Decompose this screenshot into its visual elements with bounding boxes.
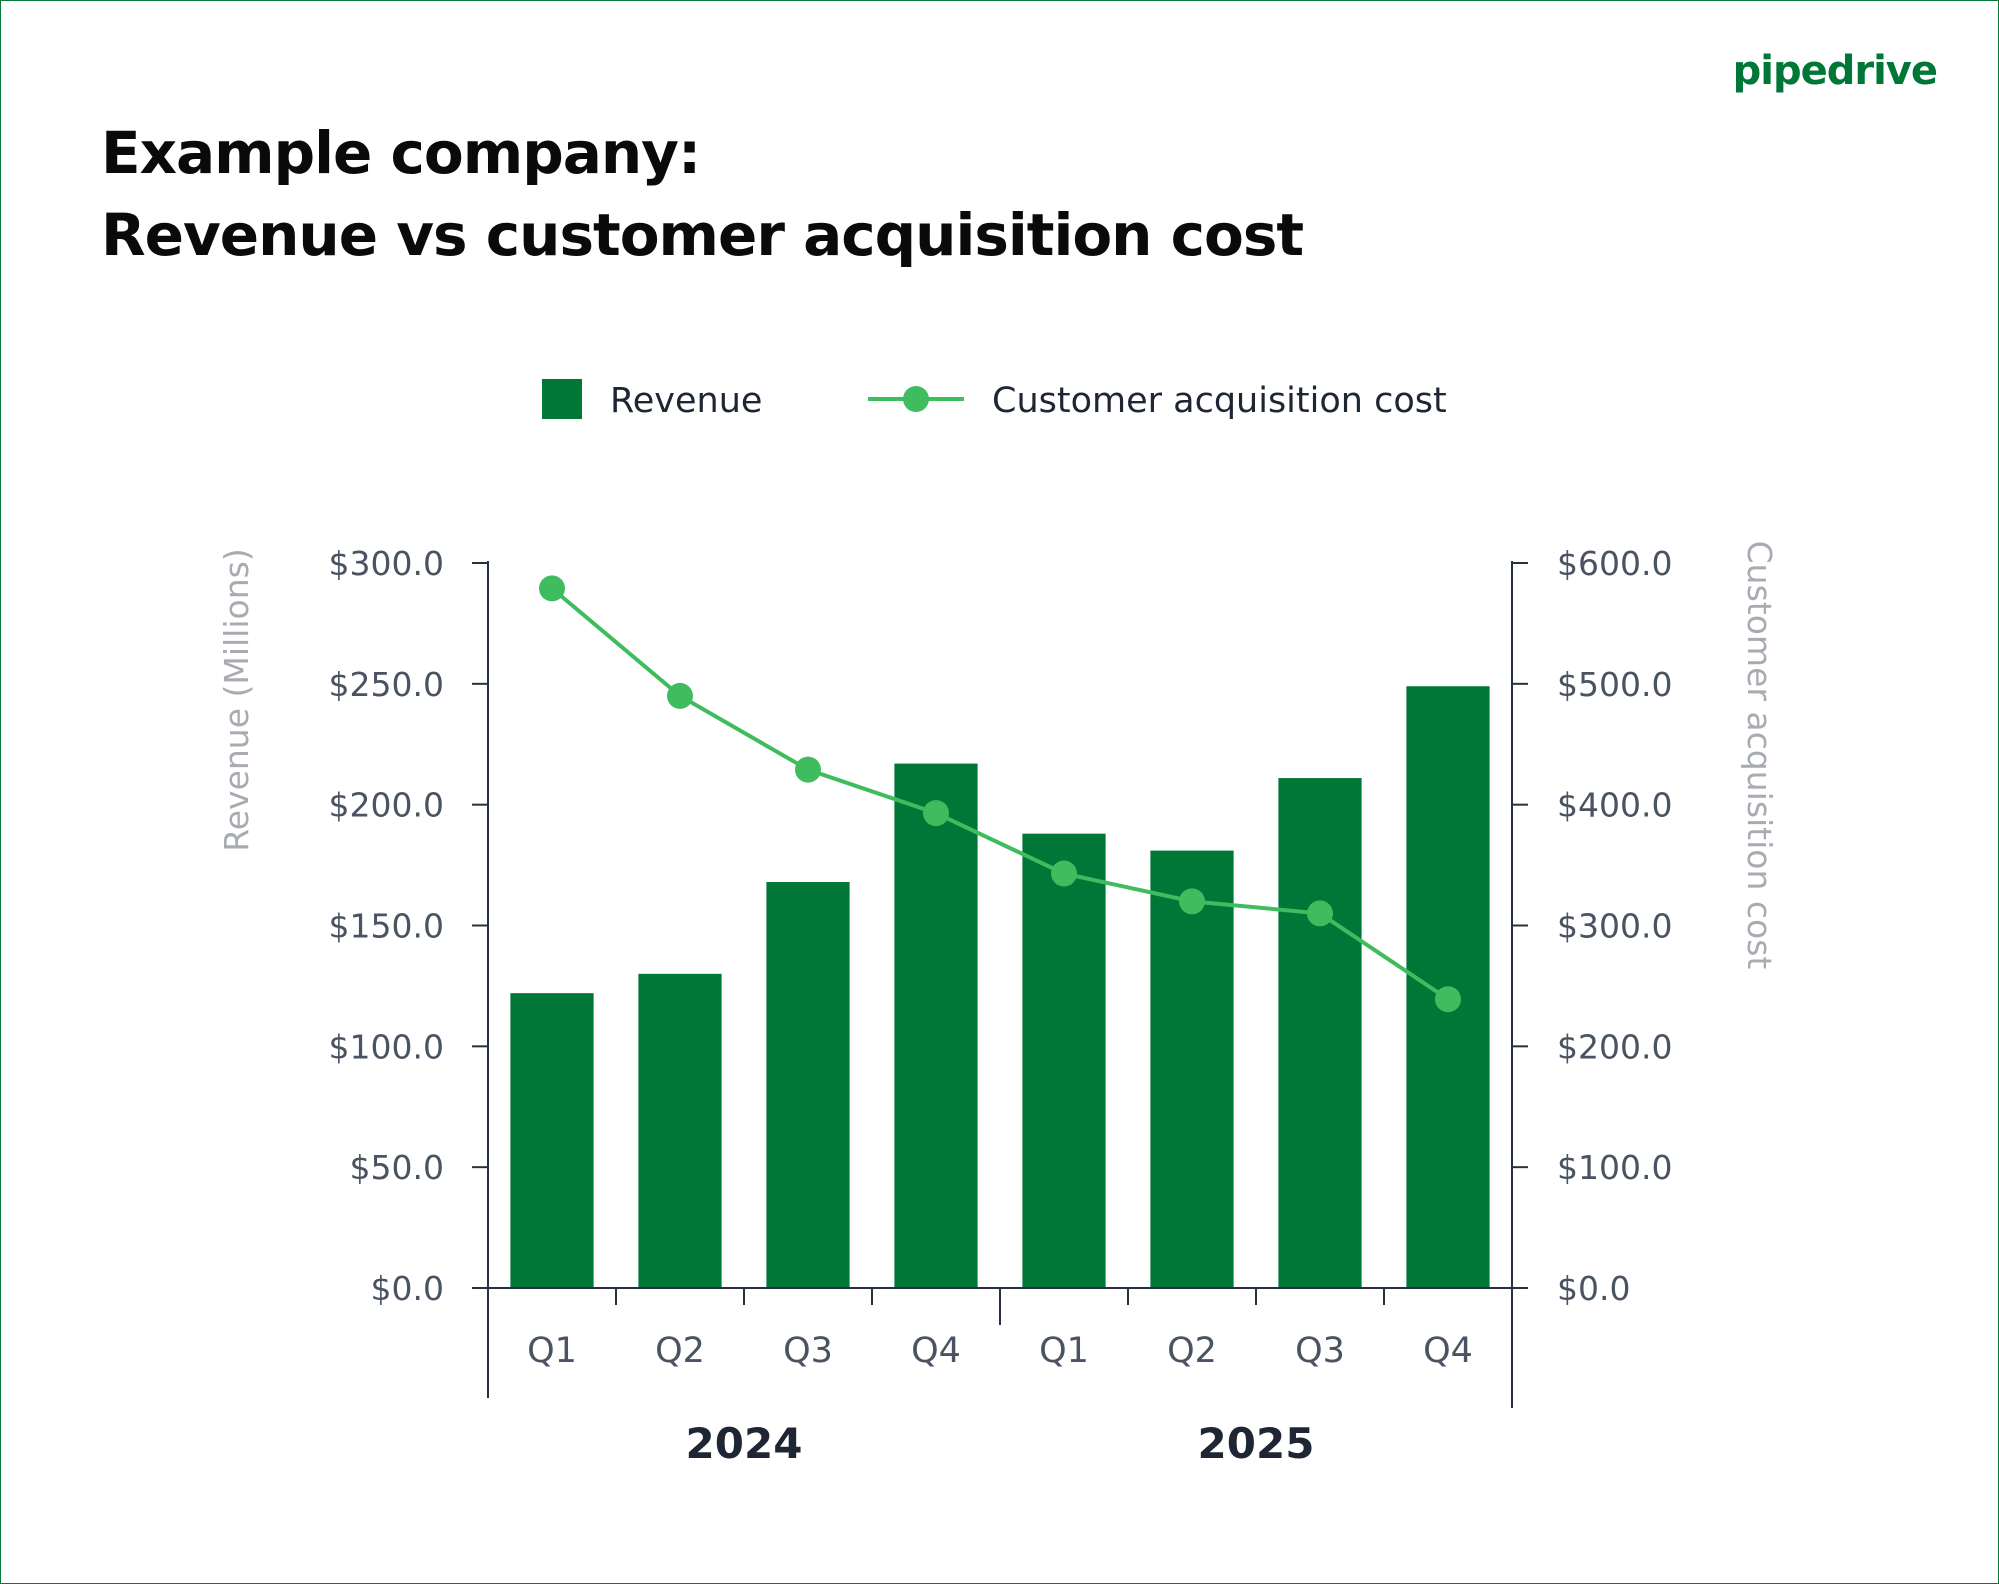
right-axis-title: Customer acquisition cost	[1740, 541, 1779, 970]
cac-point-1	[667, 682, 693, 709]
cac-point-6	[1307, 900, 1333, 927]
left-tick-label-3: $150.0	[329, 907, 444, 946]
left-tick-label-6: $300.0	[329, 544, 444, 583]
title-line-1: Example company:	[101, 119, 701, 187]
bar-revenue-2	[766, 882, 850, 1288]
right-tick-label-3: $300.0	[1557, 907, 1672, 946]
cac-point-4	[1051, 860, 1077, 887]
cac-point-0	[539, 575, 565, 602]
right-tick-label-5: $500.0	[1557, 665, 1672, 704]
bar-revenue-3	[894, 763, 978, 1288]
legend-revenue-label: Revenue	[610, 381, 762, 421]
left-axis-title: Revenue (Millions)	[217, 548, 256, 851]
cac-point-3	[923, 800, 949, 827]
cac-point-5	[1179, 888, 1205, 915]
cac-point-7	[1435, 986, 1461, 1013]
bar-revenue-4	[1022, 833, 1106, 1288]
x-tick-label-1: Q2	[655, 1331, 705, 1371]
right-tick-label-4: $400.0	[1557, 786, 1672, 825]
x-tick-label-6: Q3	[1295, 1331, 1345, 1371]
left-tick-label-2: $100.0	[329, 1027, 444, 1066]
x-tick-label-4: Q1	[1039, 1331, 1089, 1371]
x-tick-label-5: Q2	[1167, 1331, 1217, 1371]
chart-title: Example company: Revenue vs customer acq…	[101, 112, 1304, 276]
legend-cac-marker	[903, 386, 929, 412]
title-line-2: Revenue vs customer acquisition cost	[101, 201, 1304, 269]
x-tick-label-0: Q1	[527, 1331, 577, 1371]
cac-point-2	[795, 756, 821, 783]
right-tick-label-0: $0.0	[1557, 1269, 1630, 1308]
left-tick-label-4: $200.0	[329, 786, 444, 825]
right-tick-label-2: $200.0	[1557, 1027, 1672, 1066]
group-label-2025: 2025	[1198, 1419, 1315, 1468]
bar-revenue-1	[638, 973, 722, 1288]
bar-revenue-5	[1150, 850, 1234, 1288]
cac-line	[550, 586, 1450, 1001]
right-tick-label-6: $600.0	[1557, 544, 1672, 583]
group-label-2024: 2024	[686, 1419, 803, 1468]
left-tick-label-1: $50.0	[350, 1148, 444, 1187]
x-tick-label-2: Q3	[783, 1331, 833, 1371]
x-tick-label-7: Q4	[1423, 1331, 1473, 1371]
x-tick-label-3: Q4	[911, 1331, 961, 1371]
bar-revenue-6	[1278, 778, 1362, 1288]
legend-cac-label: Customer acquisition cost	[992, 381, 1447, 421]
pipedrive-logo: pipedrive	[1732, 48, 1938, 94]
bar-revenue-0	[510, 993, 594, 1288]
left-tick-label-0: $0.0	[371, 1269, 444, 1308]
left-tick-label-5: $250.0	[329, 665, 444, 704]
right-tick-label-1: $100.0	[1557, 1148, 1672, 1187]
legend-revenue-swatch	[542, 379, 582, 419]
